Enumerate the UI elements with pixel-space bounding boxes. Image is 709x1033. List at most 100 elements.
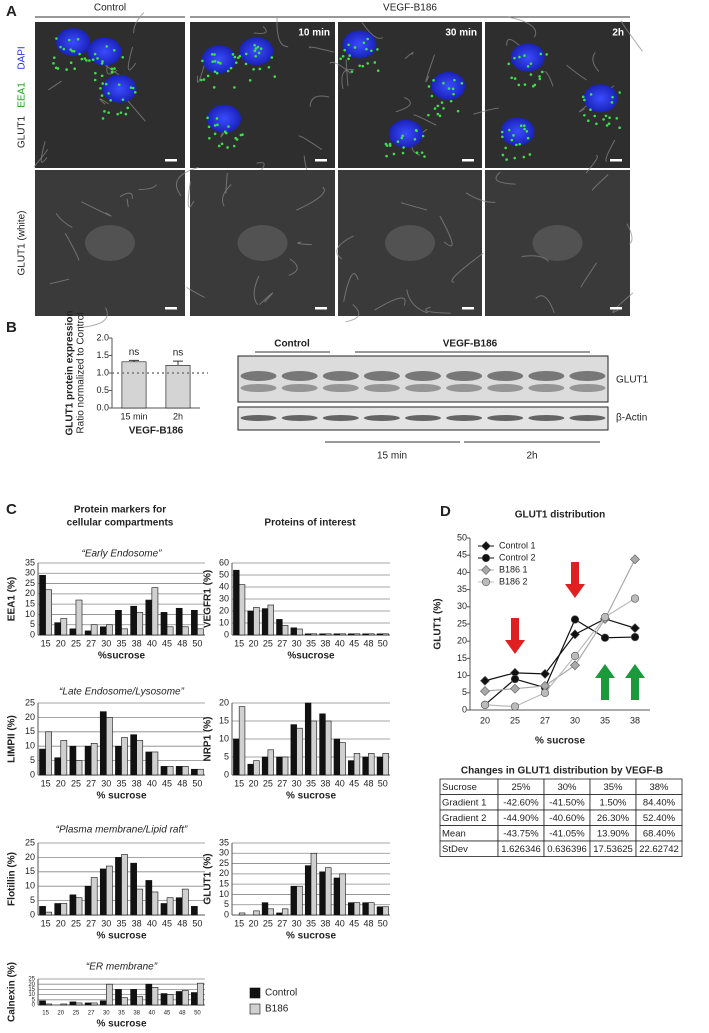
blot-group: Control	[274, 339, 310, 350]
legend-label: B186	[265, 1004, 289, 1015]
cell-border	[585, 155, 598, 174]
heading: cellular compartments	[67, 518, 174, 529]
bar	[376, 633, 384, 636]
endosome	[510, 138, 514, 142]
marker	[481, 541, 491, 551]
endosome	[529, 73, 533, 76]
endosome	[385, 154, 388, 158]
bar	[60, 1003, 68, 1006]
endosome	[421, 134, 425, 138]
y-tick-label: 35	[25, 557, 35, 567]
endosome	[589, 108, 592, 111]
marker	[481, 577, 491, 587]
endosome	[504, 146, 507, 150]
bar	[136, 888, 144, 916]
cell-border	[336, 235, 354, 260]
glow	[85, 225, 135, 261]
bar	[75, 599, 83, 636]
bar	[362, 756, 369, 776]
endosome	[233, 86, 236, 89]
cell-border	[298, 135, 323, 150]
y-tick-label: 0.0	[96, 402, 109, 412]
legend-label: Control 1	[499, 540, 536, 550]
y-tick-label: 2.0	[96, 332, 109, 342]
y-axis-label: Calnexin (%)	[7, 962, 18, 1022]
bar	[75, 760, 83, 776]
endosome	[116, 112, 119, 116]
endosome	[110, 70, 114, 74]
bar	[45, 1003, 52, 1006]
cell-border	[64, 232, 80, 261]
y-tick-label: 10	[219, 889, 229, 899]
endosome	[217, 144, 221, 148]
endosome	[420, 151, 424, 154]
bar	[106, 865, 113, 916]
x-tick-label: 20	[249, 918, 259, 928]
cell-border	[566, 64, 587, 81]
channel-label: GLUT1	[17, 115, 28, 148]
x-tick-label: 35	[116, 918, 126, 928]
x-tick-label: 27	[86, 918, 96, 928]
x-tick-label: 25	[71, 638, 81, 648]
scale-bar	[165, 159, 177, 162]
bar	[267, 604, 274, 636]
endosome	[121, 98, 125, 101]
bar	[304, 865, 312, 916]
endosome	[216, 123, 219, 127]
endosome	[366, 62, 370, 65]
panel-letter: C	[6, 501, 17, 518]
bar	[84, 885, 92, 916]
cell-border	[40, 141, 48, 163]
marker	[480, 686, 490, 697]
nucleus	[583, 84, 618, 113]
x-axis-label: % sucrose	[96, 791, 146, 802]
endosome	[101, 117, 105, 120]
y-axis-label: GLUT1 (%)	[203, 853, 214, 904]
bar	[136, 740, 144, 776]
y-tick-label: 35	[219, 837, 229, 847]
cell-border	[580, 262, 598, 288]
bar	[333, 738, 341, 776]
bar	[319, 713, 326, 776]
x-tick-label: 15	[234, 638, 244, 648]
endosome	[427, 113, 430, 117]
table-text: StDev	[442, 844, 468, 855]
x-tick-label: 27	[277, 918, 287, 928]
cell-border	[186, 287, 205, 299]
y-tick-label: 30	[25, 568, 35, 578]
y-tick-label: 45	[457, 550, 467, 560]
y-tick-label: 25	[219, 858, 229, 868]
endosome	[238, 54, 242, 58]
micrograph	[485, 170, 630, 316]
x-tick-label: 45	[349, 778, 359, 788]
cell-border	[176, 166, 199, 197]
legend-swatch	[249, 1003, 261, 1015]
timepoint: 2h	[612, 28, 624, 39]
bar	[362, 633, 369, 636]
bar	[166, 626, 174, 636]
endosome	[583, 113, 586, 117]
y-tick-label: 25	[25, 837, 35, 847]
endosome	[113, 67, 116, 70]
bar	[353, 902, 361, 916]
endosome	[413, 137, 417, 141]
y-tick-label: 30	[219, 593, 229, 603]
endosome	[376, 69, 380, 72]
bar	[181, 990, 189, 1006]
bar	[136, 612, 144, 636]
cell-border	[425, 306, 451, 314]
scale-bar	[610, 307, 622, 310]
endosome	[500, 130, 504, 134]
group-label: Control	[94, 3, 126, 14]
x-tick-label: 35	[306, 778, 316, 788]
band	[240, 384, 277, 392]
endosome	[226, 69, 230, 73]
y-tick-label: 20	[219, 868, 229, 878]
endosome	[96, 57, 99, 60]
channel-label: EEA1	[17, 82, 28, 108]
endosome	[206, 74, 210, 78]
endosome	[347, 57, 350, 61]
endosome	[256, 45, 260, 49]
bar	[99, 868, 107, 916]
endosome	[366, 37, 369, 41]
